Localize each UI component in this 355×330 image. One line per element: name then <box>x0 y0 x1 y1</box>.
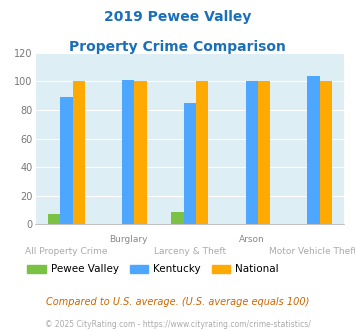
Text: Property Crime Comparison: Property Crime Comparison <box>69 40 286 53</box>
Bar <box>60 97 72 224</box>
Bar <box>246 82 258 224</box>
Bar <box>171 212 184 224</box>
Bar <box>258 82 270 224</box>
Text: Motor Vehicle Theft: Motor Vehicle Theft <box>269 247 355 256</box>
Legend: Pewee Valley, Kentucky, National: Pewee Valley, Kentucky, National <box>23 260 283 279</box>
Text: Larceny & Theft: Larceny & Theft <box>154 247 226 256</box>
Bar <box>196 82 208 224</box>
Bar <box>134 82 147 224</box>
Bar <box>48 214 60 224</box>
Bar <box>122 80 134 224</box>
Text: Compared to U.S. average. (U.S. average equals 100): Compared to U.S. average. (U.S. average … <box>46 297 309 307</box>
Text: 2019 Pewee Valley: 2019 Pewee Valley <box>104 10 251 24</box>
Text: All Property Crime: All Property Crime <box>25 247 108 256</box>
Bar <box>307 76 320 224</box>
Text: Arson: Arson <box>239 235 264 244</box>
Bar <box>320 82 332 224</box>
Text: Burglary: Burglary <box>109 235 147 244</box>
Bar <box>72 82 85 224</box>
Bar <box>184 103 196 224</box>
Text: © 2025 CityRating.com - https://www.cityrating.com/crime-statistics/: © 2025 CityRating.com - https://www.city… <box>45 320 310 329</box>
